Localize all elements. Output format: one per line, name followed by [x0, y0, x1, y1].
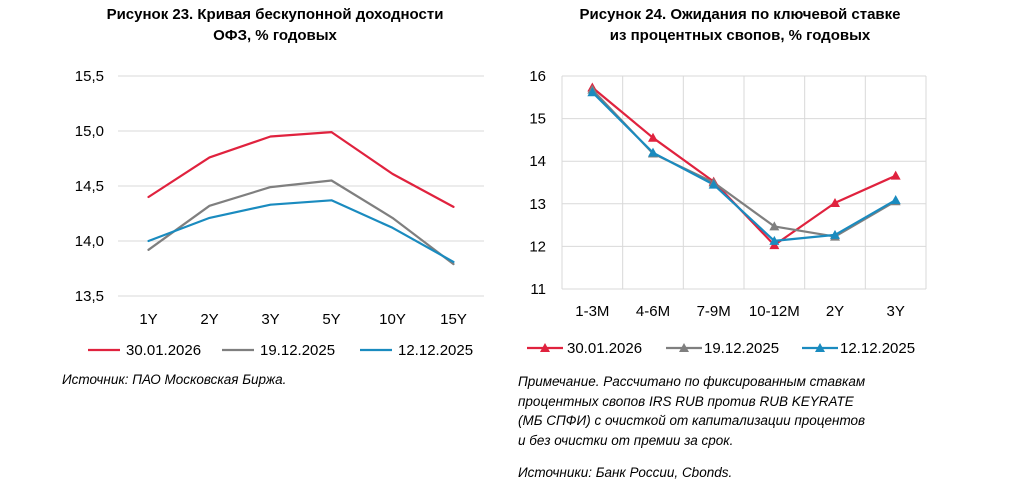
x-tick-label: 1Y — [139, 311, 157, 328]
legend-label: 12.12.2025 — [840, 340, 915, 357]
data-point-marker — [890, 194, 901, 204]
legend-label: 19.12.2025 — [260, 342, 335, 359]
x-tick-label: 3Y — [886, 303, 904, 320]
series-line-30.01.2026 — [147, 131, 455, 208]
chart-2: 11 12 13 14 15 16 1-3M 4-6M 7-9M 10-12M 2Y 3Y 30.01.… — [527, 68, 927, 357]
legend-marker — [679, 343, 689, 352]
x-tick-label: 4-6M — [636, 303, 670, 320]
y-tick-label: 15,0 — [75, 123, 104, 140]
figure-24-note-line2: процентных свопов IRS RUB против RUB KEY… — [518, 393, 854, 409]
y-tick-label: 12 — [529, 238, 546, 255]
y-tick-label: 15 — [529, 111, 546, 128]
data-point-marker — [890, 170, 901, 180]
figure-24-note-line1: Примечание. Рассчитано по фиксированным … — [518, 374, 866, 389]
figure-24-title-line2: из процентных свопов, % годовых — [609, 27, 871, 44]
y-tick-label: 14 — [529, 153, 546, 170]
data-point-marker — [769, 221, 780, 231]
legend-label: 19.12.2025 — [704, 340, 779, 357]
x-tick-label: 5Y — [322, 311, 340, 328]
chart-1: 13,5 14,0 14,5 15,0 15,5 1Y 2Y 3Y 5Y 10Y 15Y 30.01.… — [75, 68, 484, 359]
figure-24-note: Примечание. Рассчитано по фиксированным … — [518, 372, 958, 450]
legend-label: 30.01.2026 — [567, 340, 642, 357]
data-point-marker — [648, 132, 658, 142]
y-tick-label: 16 — [529, 68, 546, 85]
figure-23-title: Рисунок 23. Кривая бескупонной доходност… — [50, 4, 500, 46]
legend-marker — [540, 343, 550, 352]
data-point-marker — [830, 197, 840, 207]
x-tick-label: 7-9M — [697, 303, 731, 320]
x-tick-label: 2Y — [200, 311, 218, 328]
data-point-marker — [648, 147, 658, 157]
data-point-marker — [708, 179, 719, 189]
y-tick-label: 14,5 — [75, 178, 104, 195]
x-tick-label: 2Y — [826, 303, 844, 320]
y-tick-label: 15,5 — [75, 68, 104, 85]
legend-label: 30.01.2026 — [126, 342, 201, 359]
x-tick-label: 3Y — [261, 311, 279, 328]
data-point-marker — [830, 229, 840, 239]
legend-marker — [815, 343, 825, 352]
x-tick-label: 1-3M — [575, 303, 609, 320]
figure-24-note-line3: (МБ СПФИ) с очисткой от капитализации пр… — [518, 413, 866, 428]
x-tick-label: 10Y — [379, 311, 406, 328]
figure-24-source: Источники: Банк России, Cbonds. — [518, 465, 733, 480]
series-line-12.12.2025 — [591, 91, 897, 242]
figure-24-note-line4: и без очистки от премии за срок. — [518, 432, 734, 448]
x-tick-label: 15Y — [440, 311, 467, 328]
y-tick-label: 13,5 — [75, 288, 104, 305]
figure-24-title: Рисунок 24. Ожидания по ключевой ставке … — [515, 4, 965, 46]
legend-label: 12.12.2025 — [398, 342, 473, 359]
series-line-12.12.2025 — [147, 199, 455, 263]
x-tick-label: 10-12M — [749, 303, 800, 320]
figure-23-title-line1: Рисунок 23. Кривая бескупонной доходност… — [106, 6, 444, 23]
series-line-19.12.2025 — [147, 179, 455, 266]
figure-24-title-line1: Рисунок 24. Ожидания по ключевой ставке — [579, 6, 901, 23]
y-tick-label: 11 — [530, 281, 546, 298]
figure-23-source: Источник: ПАО Московская Биржа. — [62, 372, 287, 387]
y-tick-label: 14,0 — [75, 233, 104, 250]
data-point-marker — [587, 87, 598, 97]
figure-23-title-line2: ОФЗ, % годовых — [213, 27, 337, 44]
y-tick-label: 13 — [529, 196, 546, 213]
data-point-marker — [769, 235, 780, 245]
